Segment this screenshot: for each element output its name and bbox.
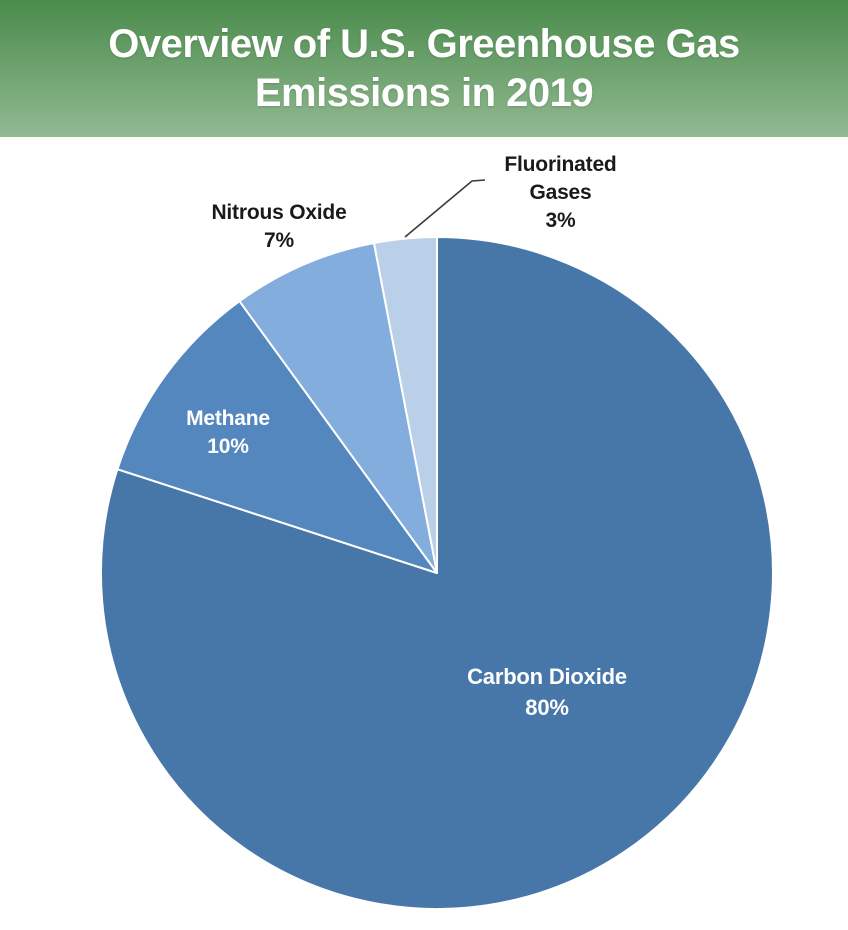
label-fluorinated-gases-percent: 3% [545, 209, 576, 232]
title-line-1: Overview of U.S. Greenhouse Gas [108, 21, 740, 66]
title-line-2: Emissions in 2019 [254, 70, 594, 115]
label-carbon-dioxide: Carbon Dioxide 80% [417, 661, 677, 723]
label-carbon-dioxide-name: Carbon Dioxide [467, 664, 627, 689]
label-nitrous-oxide-percent: 7% [264, 229, 294, 252]
label-methane-percent: 10% [207, 435, 249, 458]
pie-slice-fluorinated-gases [373, 236, 438, 574]
pie-chart [99, 179, 774, 910]
label-fluorinated-gases-name: Fluorinated Gases [504, 153, 617, 204]
label-fluorinated-gases: Fluorinated Gases 3% [478, 151, 643, 235]
leader-line-fluorinated-gases [404, 179, 486, 238]
title-banner: Overview of U.S. Greenhouse Gas Emission… [0, 0, 848, 137]
label-nitrous-oxide-name: Nitrous Oxide [211, 201, 347, 224]
pie-slice-carbon-dioxide [99, 236, 774, 910]
pie-slice-nitrous-oxide [238, 242, 438, 574]
pie-chart-area: Nitrous Oxide 7% Fluorinated Gases 3% Me… [0, 137, 848, 930]
label-nitrous-oxide: Nitrous Oxide 7% [164, 199, 394, 255]
label-methane: Methane 10% [138, 405, 318, 461]
page-title: Overview of U.S. Greenhouse Gas Emission… [108, 20, 740, 118]
label-carbon-dioxide-percent: 80% [525, 695, 569, 720]
pie-slice-methane [116, 300, 438, 574]
label-methane-name: Methane [186, 407, 270, 430]
